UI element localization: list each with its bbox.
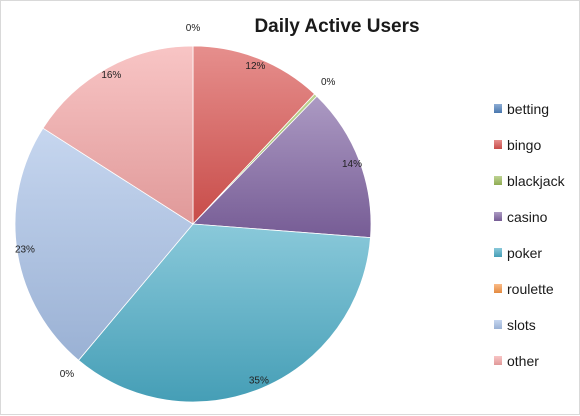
pie-label-casino: 14% — [342, 159, 362, 170]
pie-slice-other — [42, 45, 194, 225]
chart-title: Daily Active Users — [254, 16, 419, 37]
legend-swatch-casino — [494, 212, 502, 221]
pie-label-bingo: 12% — [245, 61, 265, 72]
pie-label-roulette: 0% — [60, 369, 75, 380]
pie-slice-bingo — [192, 45, 316, 226]
pie-label-poker: 35% — [249, 376, 269, 387]
legend-swatch-other — [494, 356, 502, 365]
legend-label-betting: betting — [507, 101, 549, 117]
legend-swatch-poker — [494, 248, 502, 257]
legend-label-bingo: bingo — [507, 137, 541, 153]
legend-label-blackjack: blackjack — [507, 173, 566, 189]
legend-swatch-blackjack — [494, 176, 502, 185]
legend-swatch-slots — [494, 320, 502, 329]
legend-label-slots: slots — [507, 317, 536, 333]
pie-slice-poker — [77, 223, 371, 403]
pie-label-betting: 0% — [186, 23, 201, 34]
legend-swatch-roulette — [494, 284, 502, 293]
pie-slice-casino — [192, 95, 372, 239]
legend: betting bingo blackjack casino poker roulette… — [494, 101, 566, 369]
pie-labels: 0% 12% 0% 14% 35% 0% 23% 16% — [15, 23, 362, 387]
legend-label-casino: casino — [507, 209, 548, 225]
legend-label-poker: poker — [507, 245, 542, 261]
legend-swatch-betting — [494, 104, 502, 113]
pie-label-blackjack: 0% — [321, 77, 336, 88]
pie-label-slots: 23% — [15, 245, 35, 256]
pie-slices — [14, 45, 372, 403]
legend-swatch-bingo — [494, 140, 502, 149]
pie-label-other: 16% — [101, 70, 121, 81]
legend-label-other: other — [507, 353, 539, 369]
legend-label-roulette: roulette — [507, 281, 554, 297]
pie-slice-slots — [14, 127, 194, 361]
